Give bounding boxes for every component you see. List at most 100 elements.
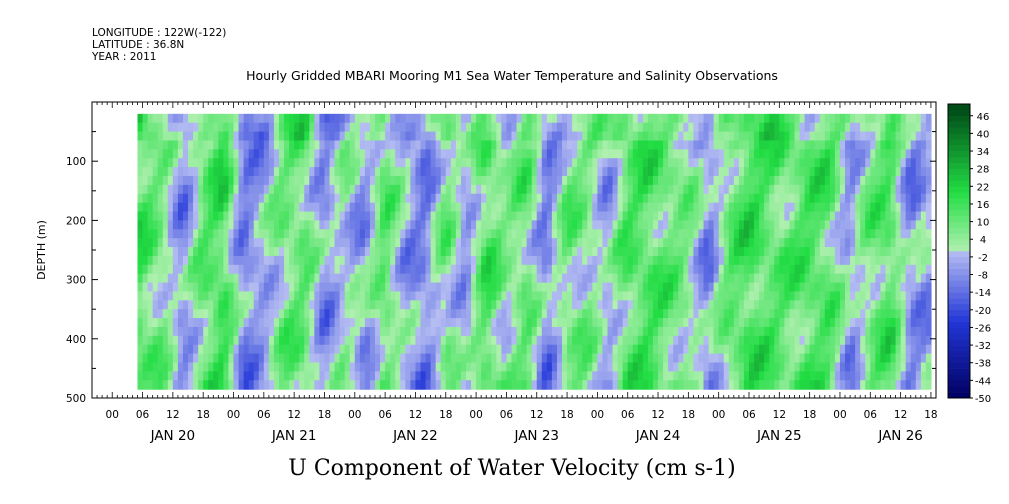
heatmap-cell xyxy=(506,362,513,372)
heatmap-cell xyxy=(860,362,866,372)
heatmap-cell xyxy=(577,362,583,372)
heatmap-cell xyxy=(541,211,548,221)
heatmap-cell xyxy=(172,167,179,177)
heatmap-cell xyxy=(728,113,735,124)
heatmap-cell xyxy=(142,353,149,364)
heatmap-cell xyxy=(693,202,700,213)
heatmap-cell xyxy=(572,122,578,133)
heatmap-cell xyxy=(804,193,811,204)
heatmap-cell xyxy=(556,158,563,168)
heatmap-cell xyxy=(167,122,174,133)
heatmap-cell xyxy=(400,193,406,204)
heatmap-cell xyxy=(359,300,366,310)
heatmap-cell xyxy=(177,362,184,372)
heatmap-cell xyxy=(152,131,159,142)
heatmap-cell xyxy=(668,202,674,213)
heatmap-cell xyxy=(556,220,563,230)
heatmap-cell xyxy=(491,184,497,195)
heatmap-cell xyxy=(531,229,538,239)
heatmap-cell xyxy=(228,184,235,195)
heatmap-cell xyxy=(410,291,417,301)
heatmap-cell xyxy=(920,371,927,381)
heatmap-cell xyxy=(759,229,765,239)
heatmap-cell xyxy=(870,176,876,186)
heatmap-cell xyxy=(526,318,533,328)
heatmap-cell xyxy=(829,176,836,186)
heatmap-cell xyxy=(688,211,695,221)
heatmap-cell xyxy=(172,318,179,328)
heatmap-cell xyxy=(440,176,447,186)
heatmap-cell xyxy=(567,353,573,364)
heatmap-cell xyxy=(602,326,609,337)
heatmap-cell xyxy=(218,264,224,275)
heatmap-cell xyxy=(349,140,356,150)
heatmap-cell xyxy=(577,220,583,230)
heatmap-cell xyxy=(743,335,750,346)
heatmap-cell xyxy=(688,229,695,239)
heatmap-cell xyxy=(304,255,310,266)
heatmap-cell xyxy=(294,158,300,168)
heatmap-cell xyxy=(278,318,285,328)
heatmap-cell xyxy=(819,362,826,372)
heatmap-cell xyxy=(471,282,477,293)
heatmap-cell xyxy=(850,220,856,230)
heatmap-cell xyxy=(354,167,361,177)
heatmap-cell xyxy=(637,344,644,355)
heatmap-cell xyxy=(228,238,235,248)
heatmap-cell xyxy=(658,193,664,204)
heatmap-cell xyxy=(915,380,922,390)
heatmap-cell xyxy=(193,193,199,204)
heatmap-cell xyxy=(142,238,149,248)
heatmap-cell xyxy=(385,158,391,168)
heatmap-cell xyxy=(572,140,578,150)
heatmap-cell xyxy=(182,344,189,355)
heatmap-cell xyxy=(900,229,907,239)
heatmap-cell xyxy=(157,326,164,337)
heatmap-cell xyxy=(885,344,892,355)
heatmap-cell xyxy=(329,362,336,372)
heatmap-cell xyxy=(764,202,770,213)
heatmap-cell xyxy=(759,255,765,266)
heatmap-cell xyxy=(435,184,442,195)
heatmap-cell xyxy=(592,193,598,204)
heatmap-cell xyxy=(693,229,700,239)
heatmap-cell xyxy=(476,167,482,177)
heatmap-cell xyxy=(885,380,892,390)
heatmap-cell xyxy=(314,291,321,301)
heatmap-cell xyxy=(284,326,290,337)
heatmap-cell xyxy=(334,220,341,230)
heatmap-cell xyxy=(425,264,432,275)
heatmap-cell xyxy=(314,264,321,275)
heatmap-cell xyxy=(642,193,649,204)
heatmap-cell xyxy=(233,131,240,142)
heatmap-cell xyxy=(885,184,892,195)
heatmap-cell xyxy=(743,220,750,230)
heatmap-cell xyxy=(764,193,770,204)
heatmap-cell xyxy=(814,282,821,293)
heatmap-cell xyxy=(531,255,538,266)
heatmap-cell xyxy=(385,326,391,337)
heatmap-cell xyxy=(587,380,593,390)
heatmap-cell xyxy=(506,158,513,168)
heatmap-cell xyxy=(784,353,791,364)
heatmap-cell xyxy=(395,140,401,150)
heatmap-cell xyxy=(137,353,144,364)
heatmap-cell xyxy=(268,229,275,239)
heatmap-cell xyxy=(385,247,391,257)
heatmap-cell xyxy=(177,282,184,293)
heatmap-cell xyxy=(526,229,533,239)
heatmap-cell xyxy=(642,211,649,221)
heatmap-cell xyxy=(511,247,518,257)
heatmap-cell xyxy=(612,238,619,248)
heatmap-cell xyxy=(172,158,179,168)
heatmap-cell xyxy=(562,193,568,204)
heatmap-cell xyxy=(465,176,472,186)
heatmap-cell xyxy=(910,309,917,319)
heatmap-cell xyxy=(572,362,578,372)
heatmap-cell xyxy=(162,176,169,186)
heatmap-cell xyxy=(354,158,361,168)
heatmap-cell xyxy=(895,167,902,177)
heatmap-cell xyxy=(668,184,674,195)
heatmap-cell xyxy=(405,362,411,372)
heatmap-cell xyxy=(152,273,159,284)
